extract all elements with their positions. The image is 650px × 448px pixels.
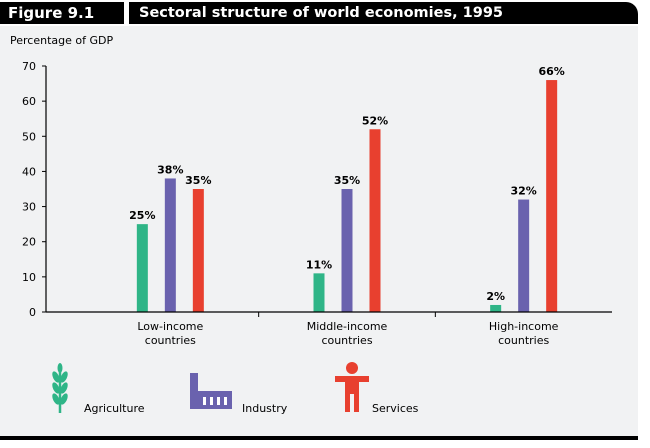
bar-industry-1 <box>341 189 353 312</box>
figure-label: Figure 9.1 <box>0 2 124 24</box>
y-tick-label: 50 <box>22 130 36 143</box>
bars <box>136 80 558 312</box>
bar-services-1 <box>369 129 381 312</box>
x-axis-category-labels: Low-incomecountriesMiddle-incomecountrie… <box>137 320 558 347</box>
x-category-label: Low-income <box>137 320 203 333</box>
legend-label-industry: Industry <box>242 402 288 415</box>
legend-label-agriculture: Agriculture <box>84 402 145 415</box>
chart-panel: Percentage of GDP 0 10 20 30 40 50 60 70 25% 38%… <box>0 26 638 436</box>
bar-value-label: 52% <box>362 114 388 127</box>
person-icon <box>335 362 369 412</box>
bar-services-0 <box>192 189 204 312</box>
bar-value-label: 38% <box>157 163 183 176</box>
figure-header: Figure 9.1 Sectoral structure of world e… <box>0 0 650 26</box>
x-category-label: Middle-income <box>307 320 388 333</box>
bar-value-label: 66% <box>538 65 564 78</box>
bar-value-label: 25% <box>129 209 155 222</box>
y-tick-label: 10 <box>22 271 36 284</box>
bar-value-label: 32% <box>510 185 536 198</box>
legend-label-services: Services <box>372 402 419 415</box>
bottom-rule <box>0 436 638 440</box>
factory-icon <box>190 373 232 409</box>
y-tick-label: 60 <box>22 95 36 108</box>
bar-agriculture-1 <box>313 273 325 312</box>
y-axis-label: Percentage of GDP <box>10 34 113 47</box>
y-tick-label: 70 <box>22 60 36 73</box>
x-category-label: High-income <box>489 320 559 333</box>
figure-title: Sectoral structure of world economies, 1… <box>129 2 638 24</box>
x-category-label: countries <box>321 334 372 347</box>
bar-industry-2 <box>518 199 530 312</box>
bar-industry-0 <box>164 178 176 312</box>
bar-value-label: 2% <box>486 290 505 303</box>
y-tick-label: 30 <box>22 201 36 214</box>
y-tick-label: 40 <box>22 165 36 178</box>
bar-agriculture-2 <box>490 304 502 312</box>
y-tick-label: 20 <box>22 236 36 249</box>
x-category-label: countries <box>498 334 549 347</box>
bar-chart: Percentage of GDP 0 10 20 30 40 50 60 70 25% 38%… <box>10 34 612 415</box>
axes <box>45 66 612 317</box>
bar-services-2 <box>546 80 558 312</box>
y-axis-ticks: 0 10 20 30 40 50 60 70 <box>22 60 46 319</box>
bar-value-label: 11% <box>306 258 332 271</box>
bar-value-labels: 25%38%35%11%35%52%2%32%66% <box>129 65 565 303</box>
bar-value-label: 35% <box>334 174 360 187</box>
bar-value-label: 35% <box>185 174 211 187</box>
wheat-icon <box>52 363 68 413</box>
x-category-label: countries <box>145 334 196 347</box>
y-tick-label: 0 <box>29 306 36 319</box>
bar-agriculture-0 <box>136 224 148 312</box>
